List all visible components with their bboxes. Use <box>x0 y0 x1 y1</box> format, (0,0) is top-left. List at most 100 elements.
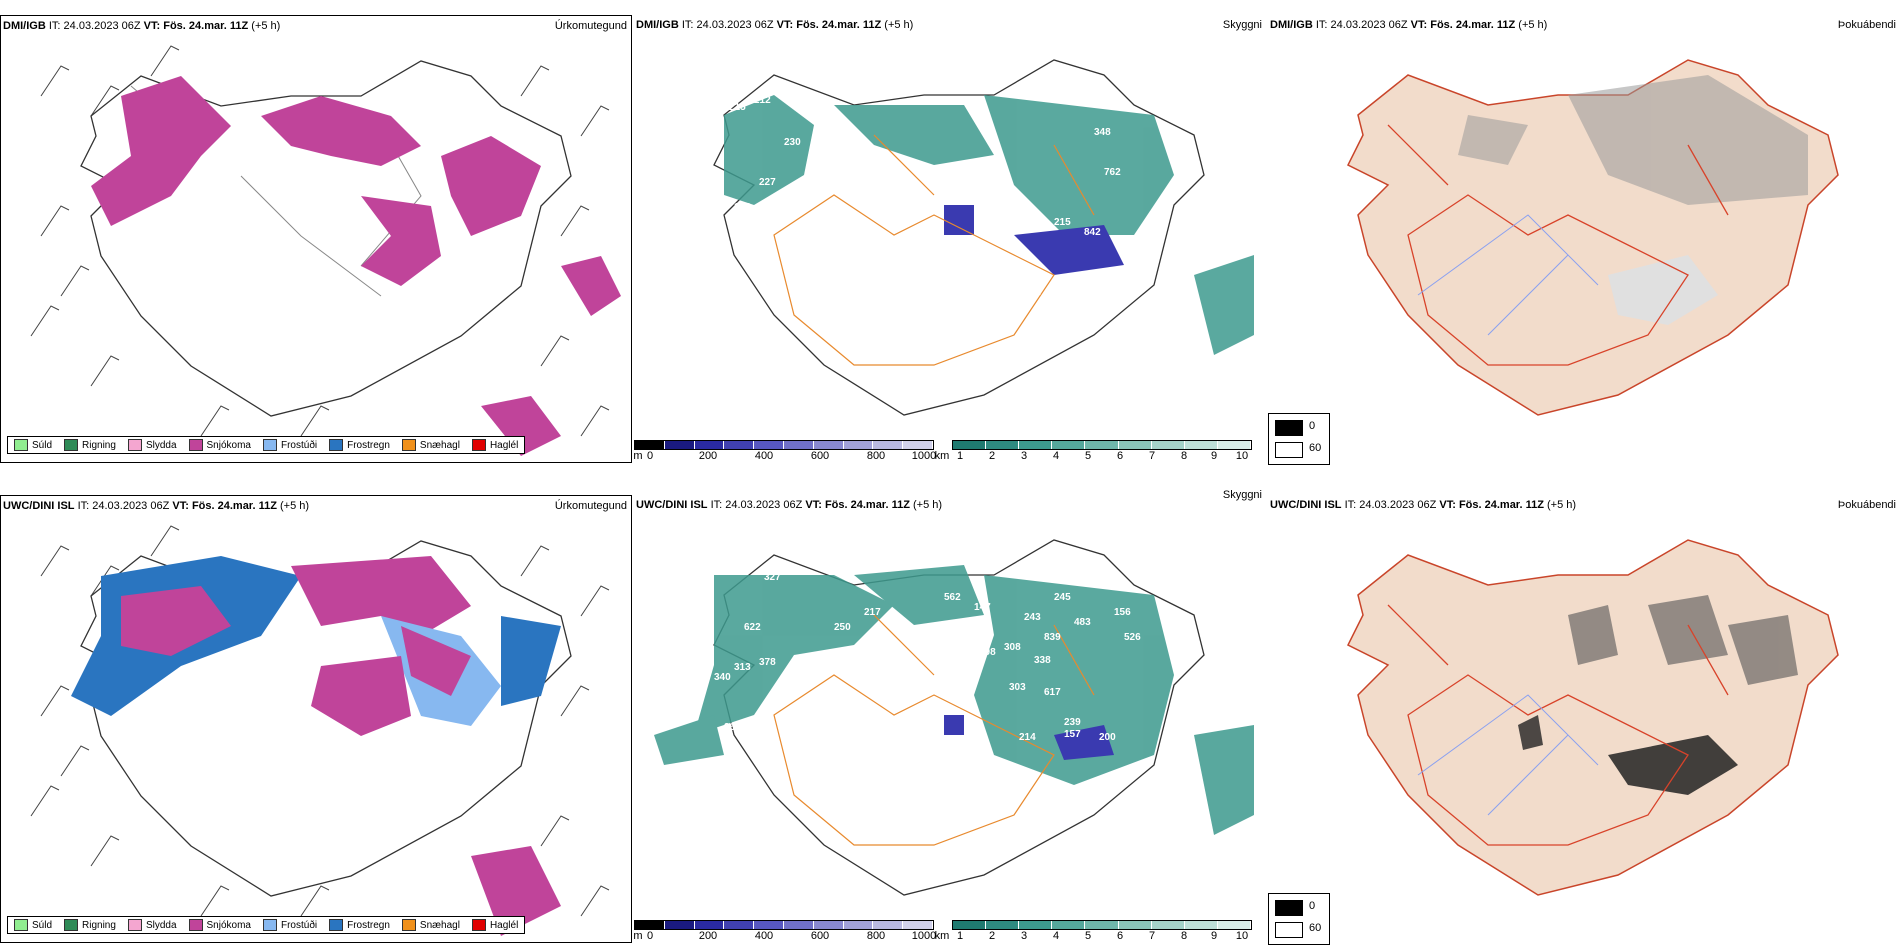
glacier <box>1608 255 1718 325</box>
svg-text:280: 280 <box>739 227 756 238</box>
svg-text:215: 215 <box>729 102 746 113</box>
fog-indicator-panel-top: DMI/IGB IT: 24.03.2023 06Z VT: Fös. 24.m… <box>1268 15 1900 463</box>
legend-item: Frostregn <box>329 439 390 451</box>
svg-text:348: 348 <box>1094 127 1111 138</box>
svg-text:125: 125 <box>1064 277 1081 288</box>
svg-text:842: 842 <box>1084 227 1101 238</box>
low-ceiling-areas <box>944 715 1114 760</box>
svg-text:133: 133 <box>964 252 981 263</box>
svg-text:245: 245 <box>1054 592 1071 603</box>
svg-text:483: 483 <box>1074 617 1091 628</box>
road-network <box>1387 604 1729 846</box>
iceland-map: 215 212 230 227 158 280 126 182 171 125 … <box>684 59 1254 428</box>
svg-text:378: 378 <box>759 657 776 668</box>
precip-type-panel-bottom: UWC/DINI ISL IT: 24.03.2023 06Z VT: Fös.… <box>0 495 632 943</box>
svg-text:298: 298 <box>979 647 996 658</box>
wind-barbs <box>30 525 610 917</box>
rivers <box>1417 214 1599 336</box>
svg-text:227: 227 <box>759 177 776 188</box>
panel-title: UWC/DINI ISL IT: 24.03.2023 06Z VT: Fös.… <box>636 499 943 511</box>
svg-text:126: 126 <box>714 247 731 258</box>
svg-text:239: 239 <box>1064 717 1081 728</box>
panel-variable-label: Úrkomutegund <box>554 20 627 32</box>
iceland-map: 310 327 622 250 217 562 147 245 243 483 … <box>654 539 1254 896</box>
svg-text:217: 217 <box>864 607 881 618</box>
panel-title: DMI/IGB IT: 24.03.2023 06Z VT: Fös. 24.m… <box>1270 19 1548 31</box>
legend-item: Rigning <box>64 919 116 931</box>
low-visibility-areas <box>724 95 1254 355</box>
svg-text:622: 622 <box>744 622 761 633</box>
legend-item: Súld <box>14 439 52 451</box>
svg-text:230: 230 <box>784 137 801 148</box>
svg-text:310: 310 <box>729 562 746 573</box>
svg-text:617: 617 <box>1044 687 1061 698</box>
visibility-labels: 310 327 622 250 217 562 147 245 243 483 … <box>714 562 1141 743</box>
svg-text:340: 340 <box>714 672 731 683</box>
visibility-panel-bottom: UWC/DINI ISL IT: 24.03.2023 06Z VT: Fös.… <box>633 489 1266 943</box>
iceland-land <box>1346 539 1839 896</box>
panel-variable-label: Skyggni <box>1222 19 1262 31</box>
svg-text:263: 263 <box>724 722 741 733</box>
visibility-scale: km 1 2 3 4 5 6 7 8 9 10 <box>935 440 1252 464</box>
svg-text:158: 158 <box>734 202 751 213</box>
legend-item: Snæhagl <box>401 439 460 451</box>
legend-item: Frostregn <box>329 919 390 931</box>
svg-text:183: 183 <box>974 632 991 643</box>
panel-title: DMI/IGB IT: 24.03.2023 06Z VT: Fös. 24.m… <box>3 20 281 32</box>
fog-areas <box>1458 75 1808 205</box>
wind-barbs <box>30 45 610 437</box>
precip-type-panel-top: DMI/IGB IT: 24.03.2023 06Z VT: Fös. 24.m… <box>0 15 632 463</box>
ceiling-scale: m 0 200 400 600 800 1000 <box>633 440 936 464</box>
precip-type-legend: Súld Rigning Slydda Snjókoma Frostúði Fr… <box>7 916 526 934</box>
svg-text:94: 94 <box>1124 417 1136 428</box>
legend-item: Rigning <box>64 439 116 451</box>
panel-title: UWC/DINI ISL IT: 24.03.2023 06Z VT: Fös.… <box>3 500 310 512</box>
legend-item: Snjókoma <box>188 439 251 451</box>
svg-text:308: 308 <box>1004 642 1021 653</box>
legend-item: Súld <box>14 919 52 931</box>
iceland-map <box>30 525 610 936</box>
visibility-labels: 215 212 230 227 158 280 126 182 171 125 … <box>684 77 1236 428</box>
svg-text:215: 215 <box>1054 217 1071 228</box>
svg-text:250: 250 <box>834 622 851 633</box>
svg-text:338: 338 <box>1034 655 1051 666</box>
panel-variable-label: Úrkomutegund <box>554 500 627 512</box>
svg-text:182: 182 <box>994 207 1011 218</box>
svg-text:762: 762 <box>1104 167 1121 178</box>
panel-variable-label: Þokuábendi <box>1837 499 1896 511</box>
legend-item: Slydda <box>127 439 177 451</box>
precip-type-legend: Súld Rigning Slydda Snjókoma Frostúði Fr… <box>7 436 526 454</box>
legend-item: Slydda <box>127 919 177 931</box>
svg-text:801: 801 <box>1189 77 1206 88</box>
svg-text:839: 839 <box>1044 632 1061 643</box>
svg-text:303: 303 <box>1009 682 1026 693</box>
panel-variable-label: Skyggni <box>1222 489 1262 501</box>
legend-item: Haglél <box>471 919 518 931</box>
svg-text:110: 110 <box>904 257 921 268</box>
svg-text:157: 157 <box>1064 729 1081 740</box>
precip-areas <box>71 556 561 936</box>
iceland-map <box>1346 539 1839 896</box>
svg-text:200: 200 <box>1099 732 1116 743</box>
visibility-panel-top: DMI/IGB IT: 24.03.2023 06Z VT: Fös. 24.m… <box>633 15 1266 464</box>
svg-text:243: 243 <box>1024 612 1041 623</box>
svg-text:77: 77 <box>684 257 696 268</box>
legend-item: Snjókoma <box>188 919 251 931</box>
fog-legend-top: 0 60 <box>1268 413 1330 465</box>
svg-text:10: 10 <box>809 237 821 248</box>
low-visibility-areas <box>654 565 1254 835</box>
dense-fog-area <box>1608 735 1738 795</box>
fog-indicator-panel-bottom: UWC/DINI ISL IT: 24.03.2023 06Z VT: Fös.… <box>1268 495 1900 943</box>
panel-title: UWC/DINI ISL IT: 24.03.2023 06Z VT: Fös.… <box>1270 499 1577 511</box>
svg-text:214: 214 <box>1019 732 1036 743</box>
rivers <box>1417 694 1599 816</box>
svg-text:91: 91 <box>1224 392 1236 403</box>
svg-text:313: 313 <box>734 662 751 673</box>
fog-areas <box>1568 595 1798 685</box>
snow-areas <box>91 76 621 456</box>
iceland-map <box>30 45 621 456</box>
svg-text:562: 562 <box>944 592 961 603</box>
svg-text:103: 103 <box>1104 277 1121 288</box>
svg-text:156: 156 <box>1114 607 1131 618</box>
fog-legend-bottom: 0 60 <box>1268 893 1330 945</box>
